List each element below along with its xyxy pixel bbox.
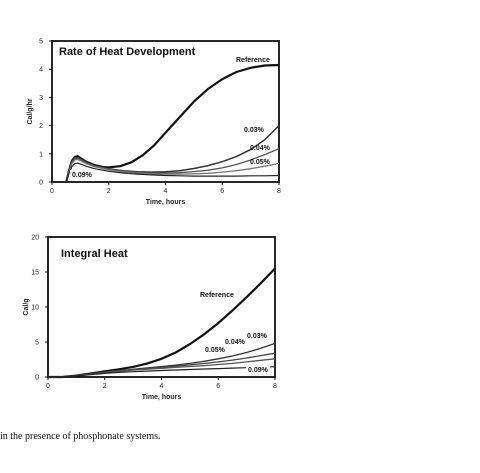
x-tick-label: 6 — [220, 188, 224, 195]
x-tick-label: 8 — [273, 383, 277, 390]
y-tick-label: 5 — [39, 39, 43, 46]
series-label: Reference — [236, 57, 270, 64]
series-line-Reference — [65, 63, 280, 183]
y-tick-label: 3 — [39, 95, 43, 102]
x-tick-label: 2 — [107, 188, 111, 195]
y-tick-label: 5 — [35, 340, 39, 347]
y-tick-label: 0 — [35, 375, 39, 382]
x-tick-label: 4 — [164, 188, 168, 195]
x-axis-label: Time, hours — [142, 394, 182, 401]
series-label: 0.03% — [247, 333, 268, 340]
x-tick-label: 2 — [103, 383, 107, 390]
series-line-Reference — [48, 267, 276, 379]
series-line-009 — [48, 366, 276, 378]
series-label: Reference — [200, 292, 234, 299]
chart-title: Integral Heat — [61, 248, 128, 260]
y-tick-label: 4 — [39, 67, 43, 74]
series-label: 0.05% — [250, 159, 271, 166]
series-line-004 — [48, 352, 276, 378]
series-label-bg — [70, 170, 94, 179]
chart-title: Rate of Heat Development — [59, 46, 196, 58]
y-axis-label: Cal/g/hr — [27, 98, 34, 124]
series-line-009 — [65, 162, 280, 183]
series-label: 0.05% — [205, 347, 226, 354]
series-label: 0.09% — [72, 172, 93, 179]
y-tick-label: 1 — [39, 151, 43, 158]
series-label: 0.09% — [248, 367, 269, 374]
series-line-003 — [48, 342, 276, 378]
y-tick-label: 20 — [31, 235, 39, 242]
y-tick-label: 10 — [31, 305, 39, 312]
x-tick-label: 0 — [50, 188, 54, 195]
x-tick-label: 8 — [277, 188, 281, 195]
y-tick-label: 0 — [39, 180, 43, 187]
figure-caption: in the presence of phosphonate systems. — [0, 431, 161, 442]
series-line-005 — [65, 158, 280, 183]
x-tick-label: 6 — [216, 383, 220, 390]
series-label: 0.03% — [244, 127, 265, 134]
x-tick-label: 4 — [160, 383, 164, 390]
y-axis-label: Cal/g — [23, 298, 30, 315]
series-label: 0.04% — [225, 339, 246, 346]
series-label-bg — [246, 365, 270, 374]
series-label: 0.04% — [250, 145, 271, 152]
y-tick-label: 2 — [39, 123, 43, 130]
x-axis-label: Time, hours — [146, 199, 186, 206]
x-tick-label: 0 — [46, 383, 50, 390]
y-tick-label: 15 — [31, 270, 39, 277]
